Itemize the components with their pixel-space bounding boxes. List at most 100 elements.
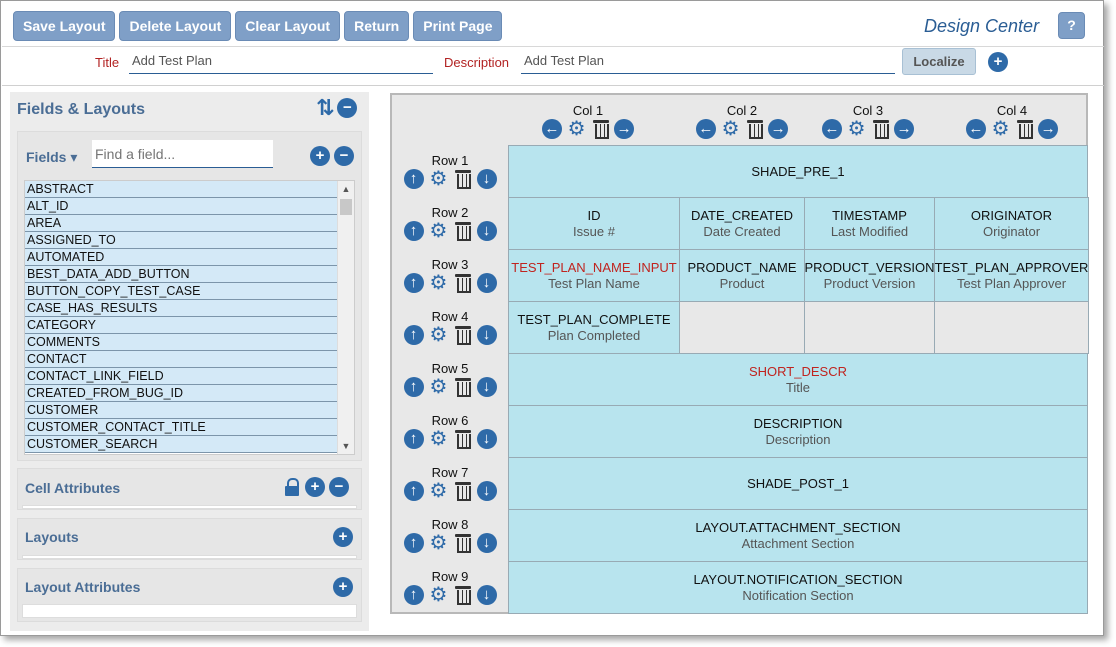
title-input[interactable] (129, 48, 433, 74)
gear-icon[interactable]: ⚙ (991, 118, 1010, 140)
scroll-down-icon[interactable]: ▼ (341, 441, 351, 451)
empty-layout-cell[interactable] (679, 301, 805, 354)
find-field-input[interactable] (92, 140, 273, 168)
gear-icon[interactable]: ⚙ (567, 118, 586, 140)
field-list-item[interactable]: CUSTOMER (25, 402, 337, 419)
delete-layout-button[interactable]: Delete Layout (119, 11, 232, 41)
layout-cell[interactable]: PRODUCT_VERSION Product Version (804, 249, 935, 302)
scroll-thumb[interactable] (340, 199, 352, 215)
sort-icon[interactable]: ⇅ (316, 95, 335, 120)
gear-icon[interactable]: ⚙ (429, 376, 448, 398)
add-field-icon[interactable]: + (310, 146, 330, 166)
field-list-item[interactable]: ABSTRACT (25, 181, 337, 198)
move-up-icon[interactable]: ↑ (403, 273, 424, 293)
layout-cell[interactable]: TIMESTAMP Last Modified (804, 197, 935, 250)
move-up-icon[interactable]: ↑ (403, 429, 424, 449)
layout-cell[interactable]: PRODUCT_NAME Product (679, 249, 805, 302)
layout-cell[interactable]: DESCRIPTION Description (508, 405, 1088, 458)
move-down-icon[interactable]: ↓ (476, 169, 497, 189)
move-right-icon[interactable]: → (894, 119, 915, 139)
add-layout-attribute-icon[interactable]: + (333, 577, 353, 597)
field-list-item[interactable]: CASE_HAS_RESULTS (25, 300, 337, 317)
return-button[interactable]: Return (344, 11, 410, 41)
move-up-icon[interactable]: ↑ (403, 221, 424, 241)
field-list-item[interactable]: AREA (25, 215, 337, 232)
gear-icon[interactable]: ⚙ (429, 480, 448, 502)
move-up-icon[interactable]: ↑ (403, 481, 424, 501)
move-down-icon[interactable]: ↓ (476, 585, 497, 605)
field-list-item[interactable]: AUTOMATED (25, 249, 337, 266)
layout-attributes-title[interactable]: Layout Attributes (25, 579, 141, 595)
trash-icon[interactable] (746, 119, 764, 139)
gear-icon[interactable]: ⚙ (847, 118, 866, 140)
layout-cell[interactable]: SHADE_PRE_1 (508, 145, 1088, 198)
gear-icon[interactable]: ⚙ (721, 118, 740, 140)
cell-attributes-title[interactable]: Cell Attributes (25, 480, 121, 496)
move-up-icon[interactable]: ↑ (403, 585, 424, 605)
gear-icon[interactable]: ⚙ (429, 428, 448, 450)
help-button[interactable]: ? (1058, 12, 1085, 39)
add-icon[interactable]: + (988, 52, 1008, 72)
layout-cell[interactable]: TEST_PLAN_NAME_INPUT Test Plan Name (508, 249, 680, 302)
empty-layout-cell[interactable] (934, 301, 1089, 354)
field-list-item[interactable]: CREATED_FROM_BUG_ID (25, 385, 337, 402)
trash-icon[interactable] (454, 585, 472, 605)
trash-icon[interactable] (1016, 119, 1034, 139)
move-down-icon[interactable]: ↓ (476, 429, 497, 449)
gear-icon[interactable]: ⚙ (429, 532, 448, 554)
move-down-icon[interactable]: ↓ (476, 221, 497, 241)
field-list-item[interactable]: CONTACT (25, 351, 337, 368)
field-list-item[interactable]: ALT_ID (25, 198, 337, 215)
move-right-icon[interactable]: → (768, 119, 789, 139)
trash-icon[interactable] (454, 273, 472, 293)
trash-icon[interactable] (454, 221, 472, 241)
layout-cell[interactable]: LAYOUT.ATTACHMENT_SECTION Attachment Sect… (508, 509, 1088, 562)
move-up-icon[interactable]: ↑ (403, 377, 424, 397)
remove-attribute-icon[interactable]: − (329, 477, 349, 497)
collapse-icon[interactable]: − (337, 98, 358, 118)
field-list-item[interactable]: BEST_DATA_ADD_BUTTON (25, 266, 337, 283)
print-page-button[interactable]: Print Page (413, 11, 503, 41)
layout-cell[interactable]: LAYOUT.NOTIFICATION_SECTION Notification … (508, 561, 1088, 614)
clear-layout-button[interactable]: Clear Layout (235, 11, 341, 41)
move-right-icon[interactable]: → (1038, 119, 1059, 139)
trash-icon[interactable] (454, 169, 472, 189)
trash-icon[interactable] (872, 119, 890, 139)
trash-icon[interactable] (454, 429, 472, 449)
layout-cell[interactable]: ORIGINATOR Originator (934, 197, 1089, 250)
add-layout-icon[interactable]: + (333, 527, 353, 547)
trash-icon[interactable] (454, 533, 472, 553)
lock-icon[interactable] (283, 477, 301, 497)
field-list-item[interactable]: CATEGORY (25, 317, 337, 334)
move-up-icon[interactable]: ↑ (403, 169, 424, 189)
field-list-item[interactable]: BUTTON_COPY_TEST_CASE (25, 283, 337, 300)
gear-icon[interactable]: ⚙ (429, 584, 448, 606)
move-left-icon[interactable]: ← (696, 119, 716, 139)
move-up-icon[interactable]: ↑ (403, 325, 424, 345)
empty-layout-cell[interactable] (804, 301, 935, 354)
move-left-icon[interactable]: ← (542, 119, 562, 139)
move-down-icon[interactable]: ↓ (476, 325, 497, 345)
layouts-title[interactable]: Layouts (25, 529, 79, 545)
trash-icon[interactable] (454, 325, 472, 345)
field-list-item[interactable]: ASSIGNED_TO (25, 232, 337, 249)
move-left-icon[interactable]: ← (822, 119, 842, 139)
add-attribute-icon[interactable]: + (305, 477, 325, 497)
gear-icon[interactable]: ⚙ (429, 220, 448, 242)
layout-cell[interactable]: SHORT_DESCR Title (508, 353, 1088, 406)
trash-icon[interactable] (592, 119, 610, 139)
field-list-item[interactable]: CUSTOMER_CONTACT_TITLE (25, 419, 337, 436)
description-input[interactable] (521, 48, 895, 74)
trash-icon[interactable] (454, 481, 472, 501)
gear-icon[interactable]: ⚙ (429, 324, 448, 346)
trash-icon[interactable] (454, 377, 472, 397)
fields-dropdown[interactable]: Fields ▾ (26, 149, 78, 165)
move-up-icon[interactable]: ↑ (403, 533, 424, 553)
field-list-item[interactable]: COMMENTS (25, 334, 337, 351)
move-down-icon[interactable]: ↓ (476, 533, 497, 553)
layout-cell[interactable]: DATE_CREATED Date Created (679, 197, 805, 250)
localize-button[interactable]: Localize (902, 48, 976, 75)
move-right-icon[interactable]: → (614, 119, 635, 139)
field-list[interactable]: ABSTRACT ALT_ID AREA ASSIGNED_TO AUTOMATED BE… (24, 180, 355, 455)
field-list-item[interactable]: CUSTOMER_SEARCH (25, 436, 337, 453)
